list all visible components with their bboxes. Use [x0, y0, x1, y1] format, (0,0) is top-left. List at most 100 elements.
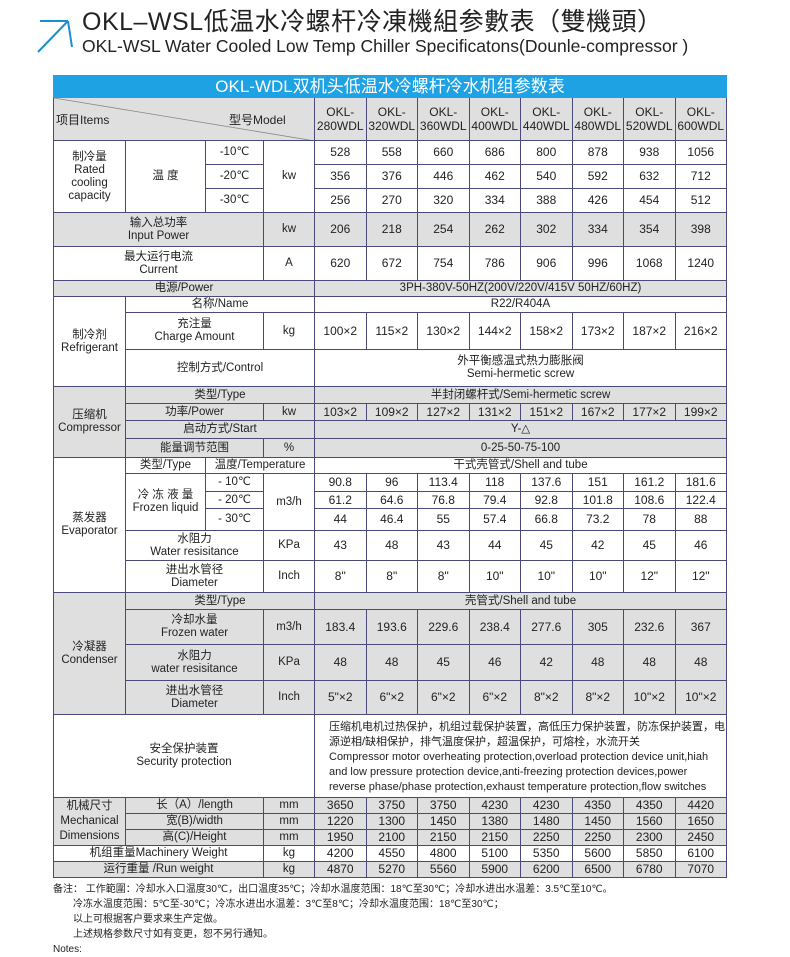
- value-cell: 5100: [468, 845, 521, 862]
- value-cell: 462: [468, 164, 521, 189]
- table-row: -30℃ 256 270 320 334 388 426 454 512: [54, 188, 727, 213]
- value-cell: 181.6: [674, 473, 727, 492]
- value-cell: 5350: [520, 845, 573, 862]
- value-cell: 302: [520, 212, 573, 247]
- diameter-label: 进出水管径 Diameter: [125, 680, 264, 715]
- value-cell: 686: [468, 140, 521, 165]
- value-cell: 2150: [417, 829, 470, 846]
- temp-label: - 30℃: [205, 508, 264, 531]
- energy-value: 0-25-50-75-100: [314, 438, 727, 458]
- unit: A: [263, 246, 315, 281]
- table-row: - 30℃ 44 46.4 55 57.4 66.8 73.2 78 88: [54, 508, 727, 531]
- model-header-cell: OKL- 480WDL: [571, 97, 624, 141]
- value-cell: 57.4: [468, 508, 521, 531]
- note-line: 备注： 工作範圍：冷却水入口温度30℃，出口温度35℃；冷却水温度范围：18℃至…: [53, 884, 613, 895]
- value-cell: 206: [314, 212, 367, 247]
- table-row: 水阻力 Water resisitance KPa 43 48 43 44 45 42 45 4…: [54, 530, 727, 561]
- value-cell: 167×2: [571, 403, 624, 421]
- value-cell: 712: [674, 164, 727, 189]
- value-cell: 1056: [674, 140, 727, 165]
- machinery-weight-label: 机组重量Machinery Weight: [53, 845, 264, 862]
- value-cell: 44: [468, 530, 521, 561]
- value-cell: 48: [571, 644, 624, 681]
- start-value: Y-△: [314, 420, 727, 439]
- value-cell: 1450: [417, 813, 470, 830]
- security-label: 安全保护装置 Security protection: [53, 714, 315, 798]
- value-cell: 96: [365, 473, 418, 492]
- value-cell: 3650: [314, 797, 367, 814]
- table-row: 机械尺寸 Mechanical Dimensions 长（A）/length mm …: [53, 797, 727, 846]
- value-cell: 10": [468, 560, 521, 593]
- table-row: 充注量 Charge Amount kg 100×2 115×2 130×2 144×2…: [54, 312, 727, 350]
- value-cell: 158×2: [520, 312, 573, 350]
- value-cell: 5"×2: [314, 680, 367, 715]
- value-cell: 1240: [674, 246, 727, 281]
- value-cell: 48: [623, 644, 676, 681]
- evaporator-label: 蒸发器 Evaporator: [53, 457, 126, 593]
- resistance-label: 水阻力 water resisitance: [125, 644, 264, 681]
- value-cell: 64.6: [365, 491, 418, 509]
- value-cell: 398: [674, 212, 727, 247]
- value-cell: 592: [571, 164, 624, 189]
- table-row: 控制方式/Control 外平衡感温式热力膨胀阀 Semi-hermetic sc…: [54, 349, 727, 387]
- table-title: OKL-WDL双机头低温水冷螺杆冷水机组参数表: [53, 75, 727, 98]
- value-cell: 6100: [674, 845, 727, 862]
- resistance-label: 水阻力 Water resisitance: [125, 530, 264, 561]
- value-cell: 2450: [674, 829, 727, 846]
- value-cell: 79.4: [468, 491, 521, 509]
- unit: mm: [263, 813, 315, 830]
- value-cell: 367: [674, 609, 727, 645]
- value-cell: 1650: [674, 813, 727, 830]
- height-label: 高(C)/Height: [125, 829, 264, 846]
- width-label: 宽(B)/width: [125, 813, 264, 830]
- value-cell: 151×2: [520, 403, 573, 421]
- model-header-cell: OKL- 360WDL: [417, 97, 470, 141]
- value-cell: 44: [314, 508, 367, 531]
- value-cell: 48: [365, 644, 418, 681]
- table-row: 启动方式/Start Y-△: [54, 420, 727, 439]
- value-cell: 232.6: [623, 609, 676, 645]
- value-cell: 78: [623, 508, 676, 531]
- value-cell: 2250: [571, 829, 624, 846]
- value-cell: 1450: [571, 813, 624, 830]
- value-cell: 238.4: [468, 609, 521, 645]
- power-label: 电源/Power: [53, 280, 315, 297]
- temp-label: -10℃: [205, 140, 264, 165]
- diameter-label: 进出水管径 Diameter: [125, 560, 264, 593]
- value-cell: 137.6: [520, 473, 573, 492]
- model-header-cell: OKL- 400WDL: [468, 97, 521, 141]
- temp-label: 温度/Temperature: [205, 457, 315, 474]
- value-cell: 45: [417, 644, 470, 681]
- value-cell: 118: [468, 473, 521, 492]
- value-cell: 6"×2: [365, 680, 418, 715]
- value-cell: 109×2: [365, 403, 418, 421]
- type-value: 半封闭螺杆式/Semi-hermetic screw: [314, 386, 727, 404]
- value-cell: 996: [571, 246, 624, 281]
- unit: m3/h: [263, 609, 315, 645]
- charge-label: 充注量 Charge Amount: [125, 312, 264, 350]
- table-row: 制冷剂 Refrigerant 名称/Name R22/R404A: [53, 296, 727, 387]
- table-row: 能量调节范围 % 0-25-50-75-100: [54, 438, 727, 458]
- value-cell: 48: [674, 644, 727, 681]
- value-cell: 216×2: [674, 312, 727, 350]
- value-cell: 8"×2: [571, 680, 624, 715]
- model-header-cell: OKL- 320WDL: [365, 97, 418, 141]
- type-label: 类型/Type: [125, 457, 206, 474]
- value-cell: 320: [417, 188, 470, 213]
- value-cell: 388: [520, 188, 573, 213]
- value-cell: 1220: [314, 813, 367, 830]
- value-cell: 5560: [417, 861, 470, 878]
- value-cell: 187×2: [623, 312, 676, 350]
- value-cell: 43: [314, 530, 367, 561]
- value-cell: 66.8: [520, 508, 573, 531]
- value-cell: 229.6: [417, 609, 470, 645]
- value-cell: 512: [674, 188, 727, 213]
- value-cell: 8"×2: [520, 680, 573, 715]
- spec-table: OKL-WDL双机头低温水冷螺杆冷水机组参数表 项目Items 型号Model …: [53, 75, 727, 878]
- note-line: 以上可根据客户要求来生产定做。: [73, 914, 223, 925]
- table-row: 冷 冻 液 量 Frozen liquid - 10℃ m3/h 90.8 96 11…: [54, 473, 727, 531]
- run-weight-label: 运行重量 /Run weight: [53, 861, 264, 878]
- value-cell: 8": [365, 560, 418, 593]
- value-cell: 558: [365, 140, 418, 165]
- unit: kg: [263, 312, 315, 350]
